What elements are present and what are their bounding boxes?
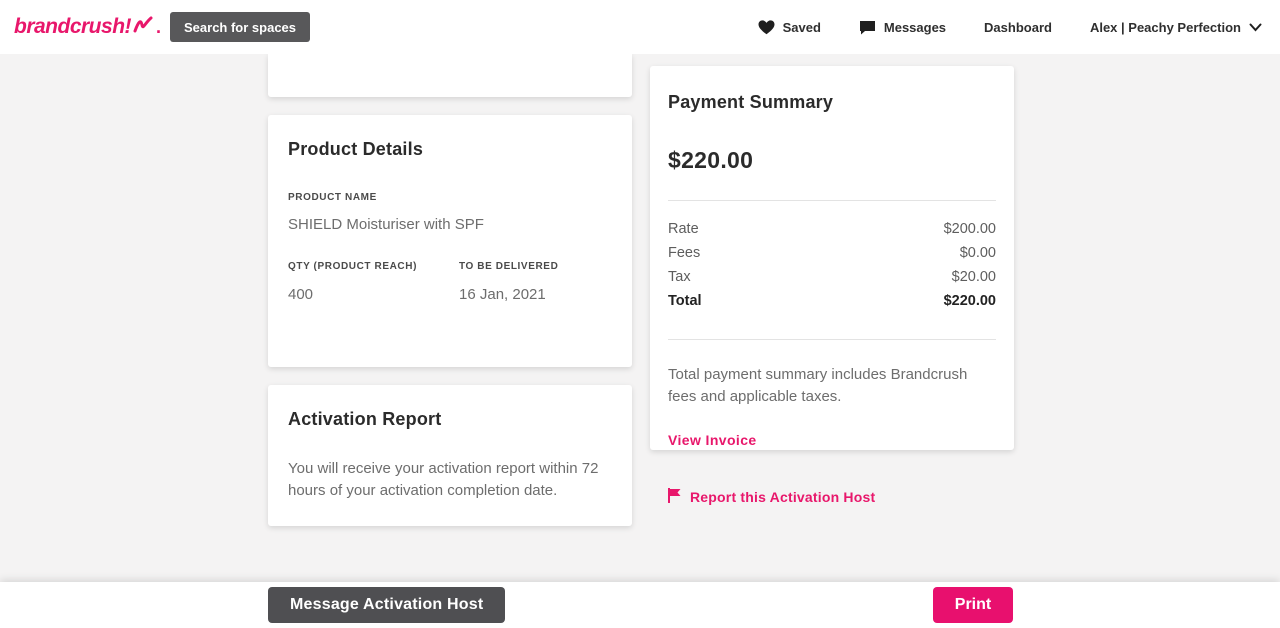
report-activation-host-label: Report this Activation Host <box>690 489 876 505</box>
chevron-down-icon <box>1249 23 1262 32</box>
message-activation-host-button[interactable]: Message Activation Host <box>268 587 506 623</box>
activation-report-body: You will receive your activation report … <box>288 460 599 499</box>
header: brandcrush! . Search for spaces Saved Me… <box>0 0 1280 54</box>
nav-account-label: Alex | Peachy Perfection <box>1089 19 1241 35</box>
payment-summary-card: Payment Summary $220.00 Rate $200.00 Fee… <box>650 66 1014 450</box>
payment-row-total: Total $220.00 <box>668 289 996 313</box>
nav-messages-label: Messages <box>883 19 947 35</box>
product-name-value: SHIELD Moisturiser with SPF <box>288 216 484 233</box>
footer-action-bar: Message Activation Host Print <box>0 582 1280 628</box>
divider <box>668 339 996 340</box>
product-detail-columns: Qty (Product Reach) To Be Delivered 400 … <box>288 261 612 303</box>
delivery-label: To Be Delivered <box>459 261 559 272</box>
nav-messages[interactable]: Messages <box>859 20 946 35</box>
payment-row-fees: Fees $0.00 <box>668 241 996 265</box>
divider <box>668 200 996 201</box>
chat-icon <box>859 20 876 35</box>
total-value: $220.00 <box>943 293 996 309</box>
qty-value: 400 <box>288 286 314 303</box>
nav-dashboard-label: Dashboard <box>984 19 1052 35</box>
brush-swoosh-icon <box>133 16 153 38</box>
product-details-title: Product Details <box>288 139 424 159</box>
logo-dot: . <box>156 16 162 37</box>
flag-icon <box>668 487 681 506</box>
tax-label: Tax <box>668 269 691 285</box>
payment-note: Total payment summary includes Brandcrus… <box>668 366 968 405</box>
logo-text: brandcrush! <box>14 15 132 38</box>
activation-report-card: Activation Report You will receive your … <box>268 385 632 526</box>
search-for-spaces-button[interactable]: Search for spaces <box>170 12 311 42</box>
fees-label: Fees <box>668 245 701 261</box>
print-button[interactable]: Print <box>933 587 1013 623</box>
report-activation-host-link[interactable]: Report this Activation Host <box>668 487 876 506</box>
payment-summary-title: Payment Summary <box>668 92 834 112</box>
payment-row-tax: Tax $20.00 <box>668 265 996 289</box>
product-name-label: Product Name <box>288 192 377 203</box>
activation-report-title: Activation Report <box>288 409 442 429</box>
brandcrush-logo[interactable]: brandcrush! . <box>14 0 161 54</box>
payment-total-amount: $220.00 <box>668 147 754 173</box>
payment-row-rate: Rate $200.00 <box>668 217 996 241</box>
truncated-top-card <box>268 54 632 97</box>
product-details-card: Product Details Product Name SHIELD Mois… <box>268 115 632 367</box>
total-label: Total <box>668 293 702 309</box>
rate-label: Rate <box>668 221 699 237</box>
delivery-value: 16 Jan, 2021 <box>459 286 546 303</box>
nav-account-menu[interactable]: Alex | Peachy Perfection <box>1090 20 1262 35</box>
nav-saved[interactable]: Saved <box>758 20 821 35</box>
main-content: Product Details Product Name SHIELD Mois… <box>0 54 1280 582</box>
header-nav: Saved Messages Dashboard Alex | Peachy P… <box>758 0 1262 54</box>
view-invoice-link[interactable]: View Invoice <box>668 431 757 448</box>
heart-icon <box>758 19 775 35</box>
rate-value: $200.00 <box>943 221 996 237</box>
fees-value: $0.00 <box>959 245 996 261</box>
qty-label: Qty (Product Reach) <box>288 261 417 272</box>
nav-dashboard[interactable]: Dashboard <box>984 20 1052 35</box>
payment-rows: Rate $200.00 Fees $0.00 Tax $20.00 Total… <box>668 217 996 313</box>
nav-saved-label: Saved <box>782 19 821 35</box>
tax-value: $20.00 <box>951 269 996 285</box>
